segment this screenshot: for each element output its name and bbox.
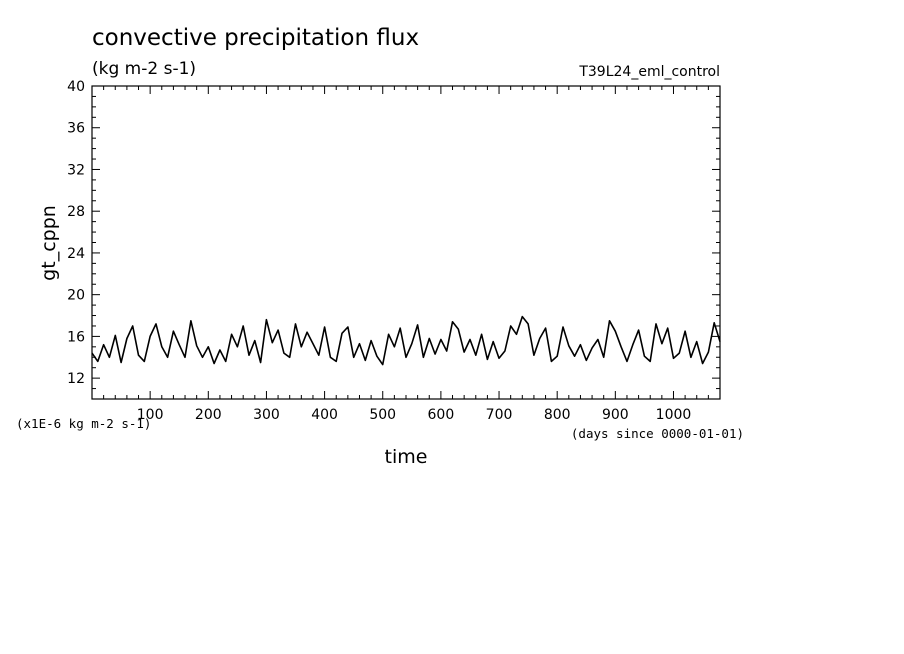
chart-subtitle: (kg m-2 s-1)	[92, 59, 196, 79]
y-tick-label: 24	[67, 246, 85, 262]
x-tick-label: 900	[602, 407, 629, 423]
x-tick-label: 500	[369, 407, 396, 423]
y-tick-labels: 12 16 20 24 28 32 36 40	[67, 79, 85, 387]
y-axis-label: gt_cppn	[38, 205, 60, 281]
y-tick-label: 36	[67, 121, 85, 137]
x-tick-label: 800	[544, 407, 571, 423]
x-axis-label: time	[385, 446, 428, 468]
x-units-note: (days since 0000-01-01)	[571, 426, 744, 441]
x-tick-label: 200	[195, 407, 222, 423]
y-tick-label: 12	[67, 371, 85, 387]
x-tick-label: 1000	[656, 407, 692, 423]
x-tick-label: 100	[137, 407, 164, 423]
y-tick-label: 28	[67, 204, 85, 220]
chart-title: convective precipitation flux	[92, 25, 419, 51]
tick-marks	[92, 85, 720, 400]
run-label: T39L24_eml_control	[578, 64, 720, 80]
x-tick-labels: 100 200 300 400 500 600 700 800 900 1000	[137, 407, 692, 423]
x-tick-label: 400	[311, 407, 338, 423]
y-tick-label: 40	[67, 79, 85, 95]
series-line	[91, 315, 721, 366]
x-tick-label: 700	[486, 407, 513, 423]
y-tick-label: 20	[67, 288, 85, 304]
x-tick-label: 600	[428, 407, 455, 423]
y-tick-label: 16	[67, 329, 85, 345]
y-scale-note: (x1E-6 kg m-2 s-1)	[16, 416, 151, 431]
y-tick-label: 32	[67, 162, 85, 178]
x-tick-label: 300	[253, 407, 280, 423]
